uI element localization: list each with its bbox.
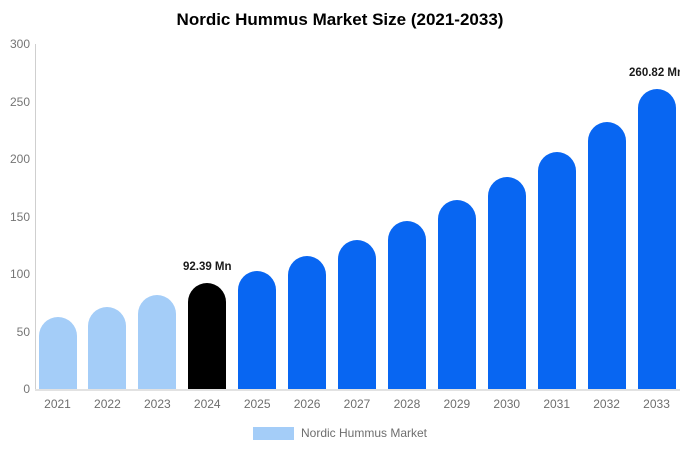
- x-tick-label-2027: 2027: [343, 397, 371, 411]
- y-tick-label-200: 200: [9, 152, 30, 166]
- value-label-2024: 92.39 Mn: [182, 260, 232, 273]
- bar-2031[interactable]: [537, 151, 576, 389]
- bar-2025[interactable]: [238, 271, 277, 389]
- bar-2032[interactable]: [587, 122, 626, 389]
- y-tick-label-50: 50: [16, 324, 30, 339]
- x-tick-label-2029: 2029: [443, 397, 471, 411]
- x-tick-label-2025: 2025: [243, 397, 271, 411]
- legend-label: Nordic Hummus Market: [300, 426, 428, 440]
- bar-2021[interactable]: [38, 316, 77, 389]
- x-tick-label-2022: 2022: [94, 397, 121, 411]
- x-tick-label-2023: 2023: [143, 397, 171, 411]
- bar-2023[interactable]: [138, 294, 177, 389]
- bar-2024[interactable]: [188, 282, 227, 389]
- value-label-2033: 260.82 Mn: [629, 67, 680, 80]
- x-axis-line: [35, 389, 680, 391]
- y-tick-label-300: 300: [9, 37, 30, 51]
- bar-2026[interactable]: [288, 255, 327, 389]
- y-tick-label-100: 100: [9, 267, 30, 281]
- x-tick-label-2026: 2026: [293, 397, 321, 411]
- bar-2028[interactable]: [387, 221, 426, 389]
- y-axis-line: [35, 44, 36, 390]
- x-tick-label-2033: 2033: [643, 397, 670, 411]
- bar-2027[interactable]: [338, 240, 377, 389]
- bar-2022[interactable]: [88, 306, 127, 389]
- bar-2029[interactable]: [437, 200, 476, 389]
- chart-title: Nordic Hummus Market Size (2021-2033): [176, 10, 504, 29]
- x-tick-label-2032: 2032: [593, 397, 620, 411]
- y-tick-label-250: 250: [9, 94, 30, 109]
- x-tick-label-2030: 2030: [493, 397, 521, 411]
- x-tick-label-2028: 2028: [393, 397, 421, 411]
- x-tick-label-2031: 2031: [543, 397, 571, 411]
- y-tick-label-150: 150: [9, 209, 30, 224]
- bar-2033[interactable]: [637, 89, 676, 389]
- bar-2030[interactable]: [487, 176, 526, 389]
- x-tick-label-2024: 2024: [193, 397, 221, 411]
- legend-swatch: [252, 427, 294, 440]
- y-tick-label-0: 0: [23, 382, 30, 396]
- x-tick-label-2021: 2021: [44, 397, 71, 411]
- legend[interactable]: Nordic Hummus Market: [0, 426, 680, 441]
